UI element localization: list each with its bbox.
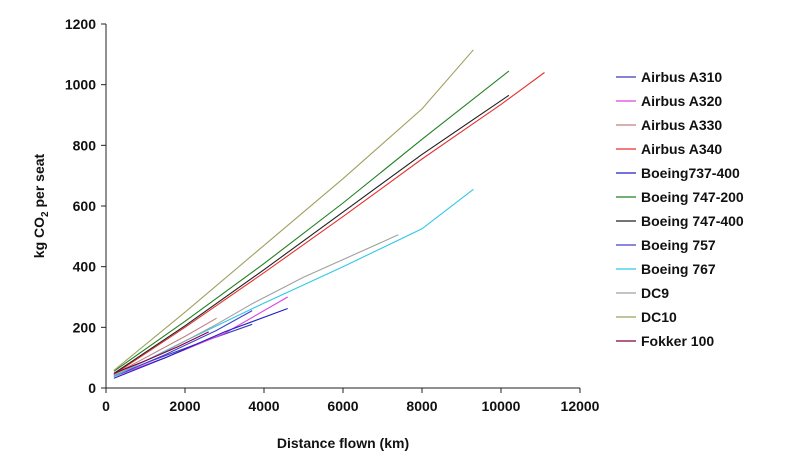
y-tick-label: 200: [73, 319, 97, 335]
series-line-dc10: [113, 49, 474, 371]
x-tick-label: 4000: [248, 398, 279, 414]
y-tick-label: 0: [88, 380, 96, 396]
legend-label-airbus-a320: Airbus A320: [641, 93, 722, 109]
legend-label-boeing-757: Boeing 757: [641, 237, 716, 253]
series-line-boeing-747-200: [113, 70, 510, 372]
series-line-boeing-747-400: [113, 94, 510, 374]
legend-label-airbus-a340: Airbus A340: [641, 141, 722, 157]
axes: 0 2000 4000 6000 8000 10000 12000 0 200 400 600 800…: [65, 16, 600, 414]
series-line-airbus-a330: [113, 317, 217, 375]
x-tick-label: 0: [102, 398, 110, 414]
x-axis-title: Distance flown (km): [277, 435, 409, 451]
y-axis-title: kg CO2 per seat: [31, 153, 51, 258]
y-tick-label: 800: [73, 137, 97, 153]
legend-label-fokker-100: Fokker 100: [641, 333, 714, 349]
legend-label-boeing-767: Boeing 767: [641, 261, 716, 277]
legend-label-boeing-747-200: Boeing 747-200: [641, 189, 744, 205]
legend-label-boeing737-400: Boeing737-400: [641, 165, 740, 181]
y-tick-label: 600: [73, 198, 97, 214]
x-tick-label: 10000: [482, 398, 521, 414]
x-tick-label: 6000: [327, 398, 358, 414]
series-line-airbus-a320: [113, 296, 288, 378]
legend: Airbus A310 Airbus A320 Airbus A330 Airbus …: [616, 69, 744, 349]
legend-label-dc9: DC9: [641, 285, 669, 301]
series-line-airbus-a340: [113, 72, 545, 375]
series-line-boeing-757: [113, 310, 253, 378]
x-tick-label: 12000: [561, 398, 600, 414]
series-line-fokker-100: [113, 331, 209, 374]
legend-label-boeing-747-400: Boeing 747-400: [641, 213, 744, 229]
y-axis-title-subscript: 2: [40, 211, 51, 217]
series-line-dc9: [113, 234, 399, 376]
legend-label-airbus-a310: Airbus A310: [641, 69, 722, 85]
legend-label-dc10: DC10: [641, 309, 677, 325]
y-axis-title-prefix: kg CO: [31, 217, 47, 258]
series-line-boeing737-400: [113, 307, 288, 379]
series-lines: [113, 49, 545, 379]
y-tick-label: 400: [73, 259, 97, 275]
x-tick-label: 2000: [169, 398, 200, 414]
y-axis-title-suffix: per seat: [31, 153, 47, 211]
legend-label-airbus-a330: Airbus A330: [641, 117, 722, 133]
x-tick-label: 8000: [406, 398, 437, 414]
y-tick-label: 1000: [65, 77, 96, 93]
y-tick-label: 1200: [65, 16, 96, 32]
